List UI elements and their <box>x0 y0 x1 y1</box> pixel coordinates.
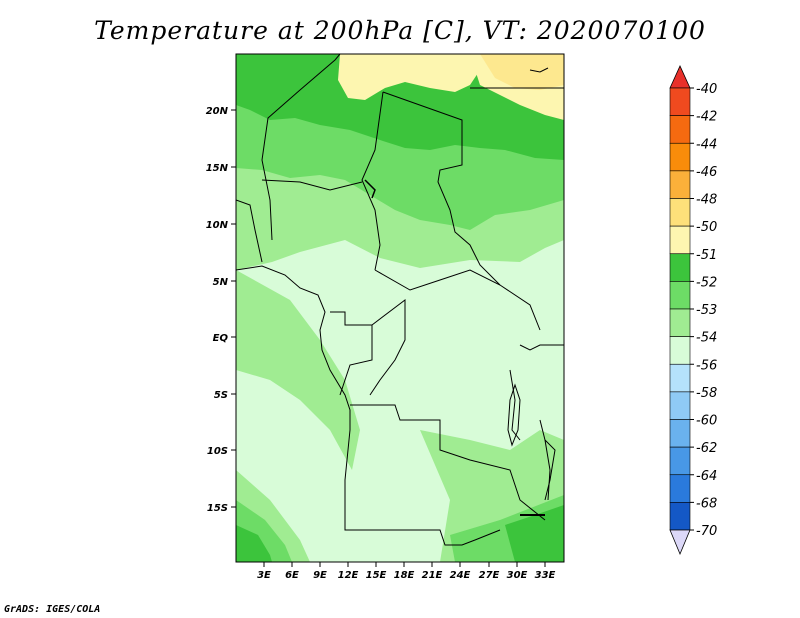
colorbar-segment <box>669 391 691 420</box>
lon-label: 27E <box>479 570 500 581</box>
colorbar-segment <box>669 502 691 531</box>
colorbar-label: -40 <box>696 82 717 97</box>
country-borders <box>236 54 564 546</box>
colorbar-segment <box>669 308 691 337</box>
map-title: Temperature at 200hPa [C], VT: 202007010… <box>94 16 706 45</box>
lon-label: 18E <box>394 570 415 581</box>
colorbar-label: -53 <box>696 303 717 318</box>
lon-label: 12E <box>338 570 359 581</box>
colorbar-label: -46 <box>696 165 717 180</box>
lat-label: 15N <box>206 163 229 174</box>
credit-text: GrADS: IGES/COLA <box>4 604 101 615</box>
colorbar-segment <box>669 142 691 172</box>
lon-label: 30E <box>507 570 528 581</box>
colorbar-label: -52 <box>696 275 717 290</box>
colorbar-label: -58 <box>696 386 717 401</box>
colorbar-segment <box>669 419 691 448</box>
colorbar-label: -51 <box>696 248 717 263</box>
lat-label: 5N <box>213 277 229 288</box>
temperature-field <box>236 54 564 562</box>
colorbar-label: -64 <box>696 469 717 484</box>
colorbar-label: -48 <box>696 193 717 208</box>
lon-label: 6E <box>285 570 299 581</box>
colorbar-segment <box>669 336 691 365</box>
colorbar-segment <box>669 225 691 255</box>
colorbar-top-tip <box>669 65 691 89</box>
lon-label: 21E <box>422 570 443 581</box>
colorbar-segment <box>669 115 691 144</box>
colorbar-segment <box>669 198 691 227</box>
lat-label: EQ <box>213 333 229 344</box>
colorbar: -40 -42 -44 -46 -48 -50 -51 -52 -53 -54 -56 -58 -60 -… <box>669 65 717 556</box>
lon-label: 33E <box>535 570 556 581</box>
colorbar-segment <box>669 446 691 476</box>
lat-label: 10N <box>206 220 229 231</box>
colorbar-label: -42 <box>696 110 717 125</box>
lat-label: 10S <box>207 446 228 457</box>
colorbar-bottom-tip <box>669 529 691 556</box>
colorbar-label: -70 <box>696 524 717 539</box>
colorbar-segment <box>669 363 691 393</box>
colorbar-label: -56 <box>696 358 717 373</box>
colorbar-segment <box>669 474 691 503</box>
latitude-labels: 20N 15N 10N 5N EQ 5S 10S 15S <box>206 106 229 514</box>
colorbar-label: -44 <box>696 137 717 152</box>
lon-label: 15E <box>366 570 387 581</box>
lon-label: 3E <box>257 570 271 581</box>
lat-label: 5S <box>214 390 228 401</box>
colorbar-segment <box>669 170 691 199</box>
longitude-labels: 3E 6E 9E 12E 15E 18E 21E 24E 27E 30E 33E <box>257 570 555 581</box>
colorbar-label: -60 <box>696 414 717 429</box>
lat-label: 15S <box>207 503 228 514</box>
colorbar-label: -68 <box>696 496 717 511</box>
lon-label: 9E <box>313 570 327 581</box>
colorbar-label: -50 <box>696 220 717 235</box>
colorbar-segment <box>669 87 691 116</box>
lat-label: 20N <box>206 106 229 117</box>
colorbar-segment <box>669 253 691 282</box>
lon-label: 24E <box>450 570 471 581</box>
colorbar-label: -62 <box>696 441 717 456</box>
map-frame <box>235 53 565 563</box>
colorbar-segment <box>669 281 691 310</box>
colorbar-label: -54 <box>696 331 717 346</box>
